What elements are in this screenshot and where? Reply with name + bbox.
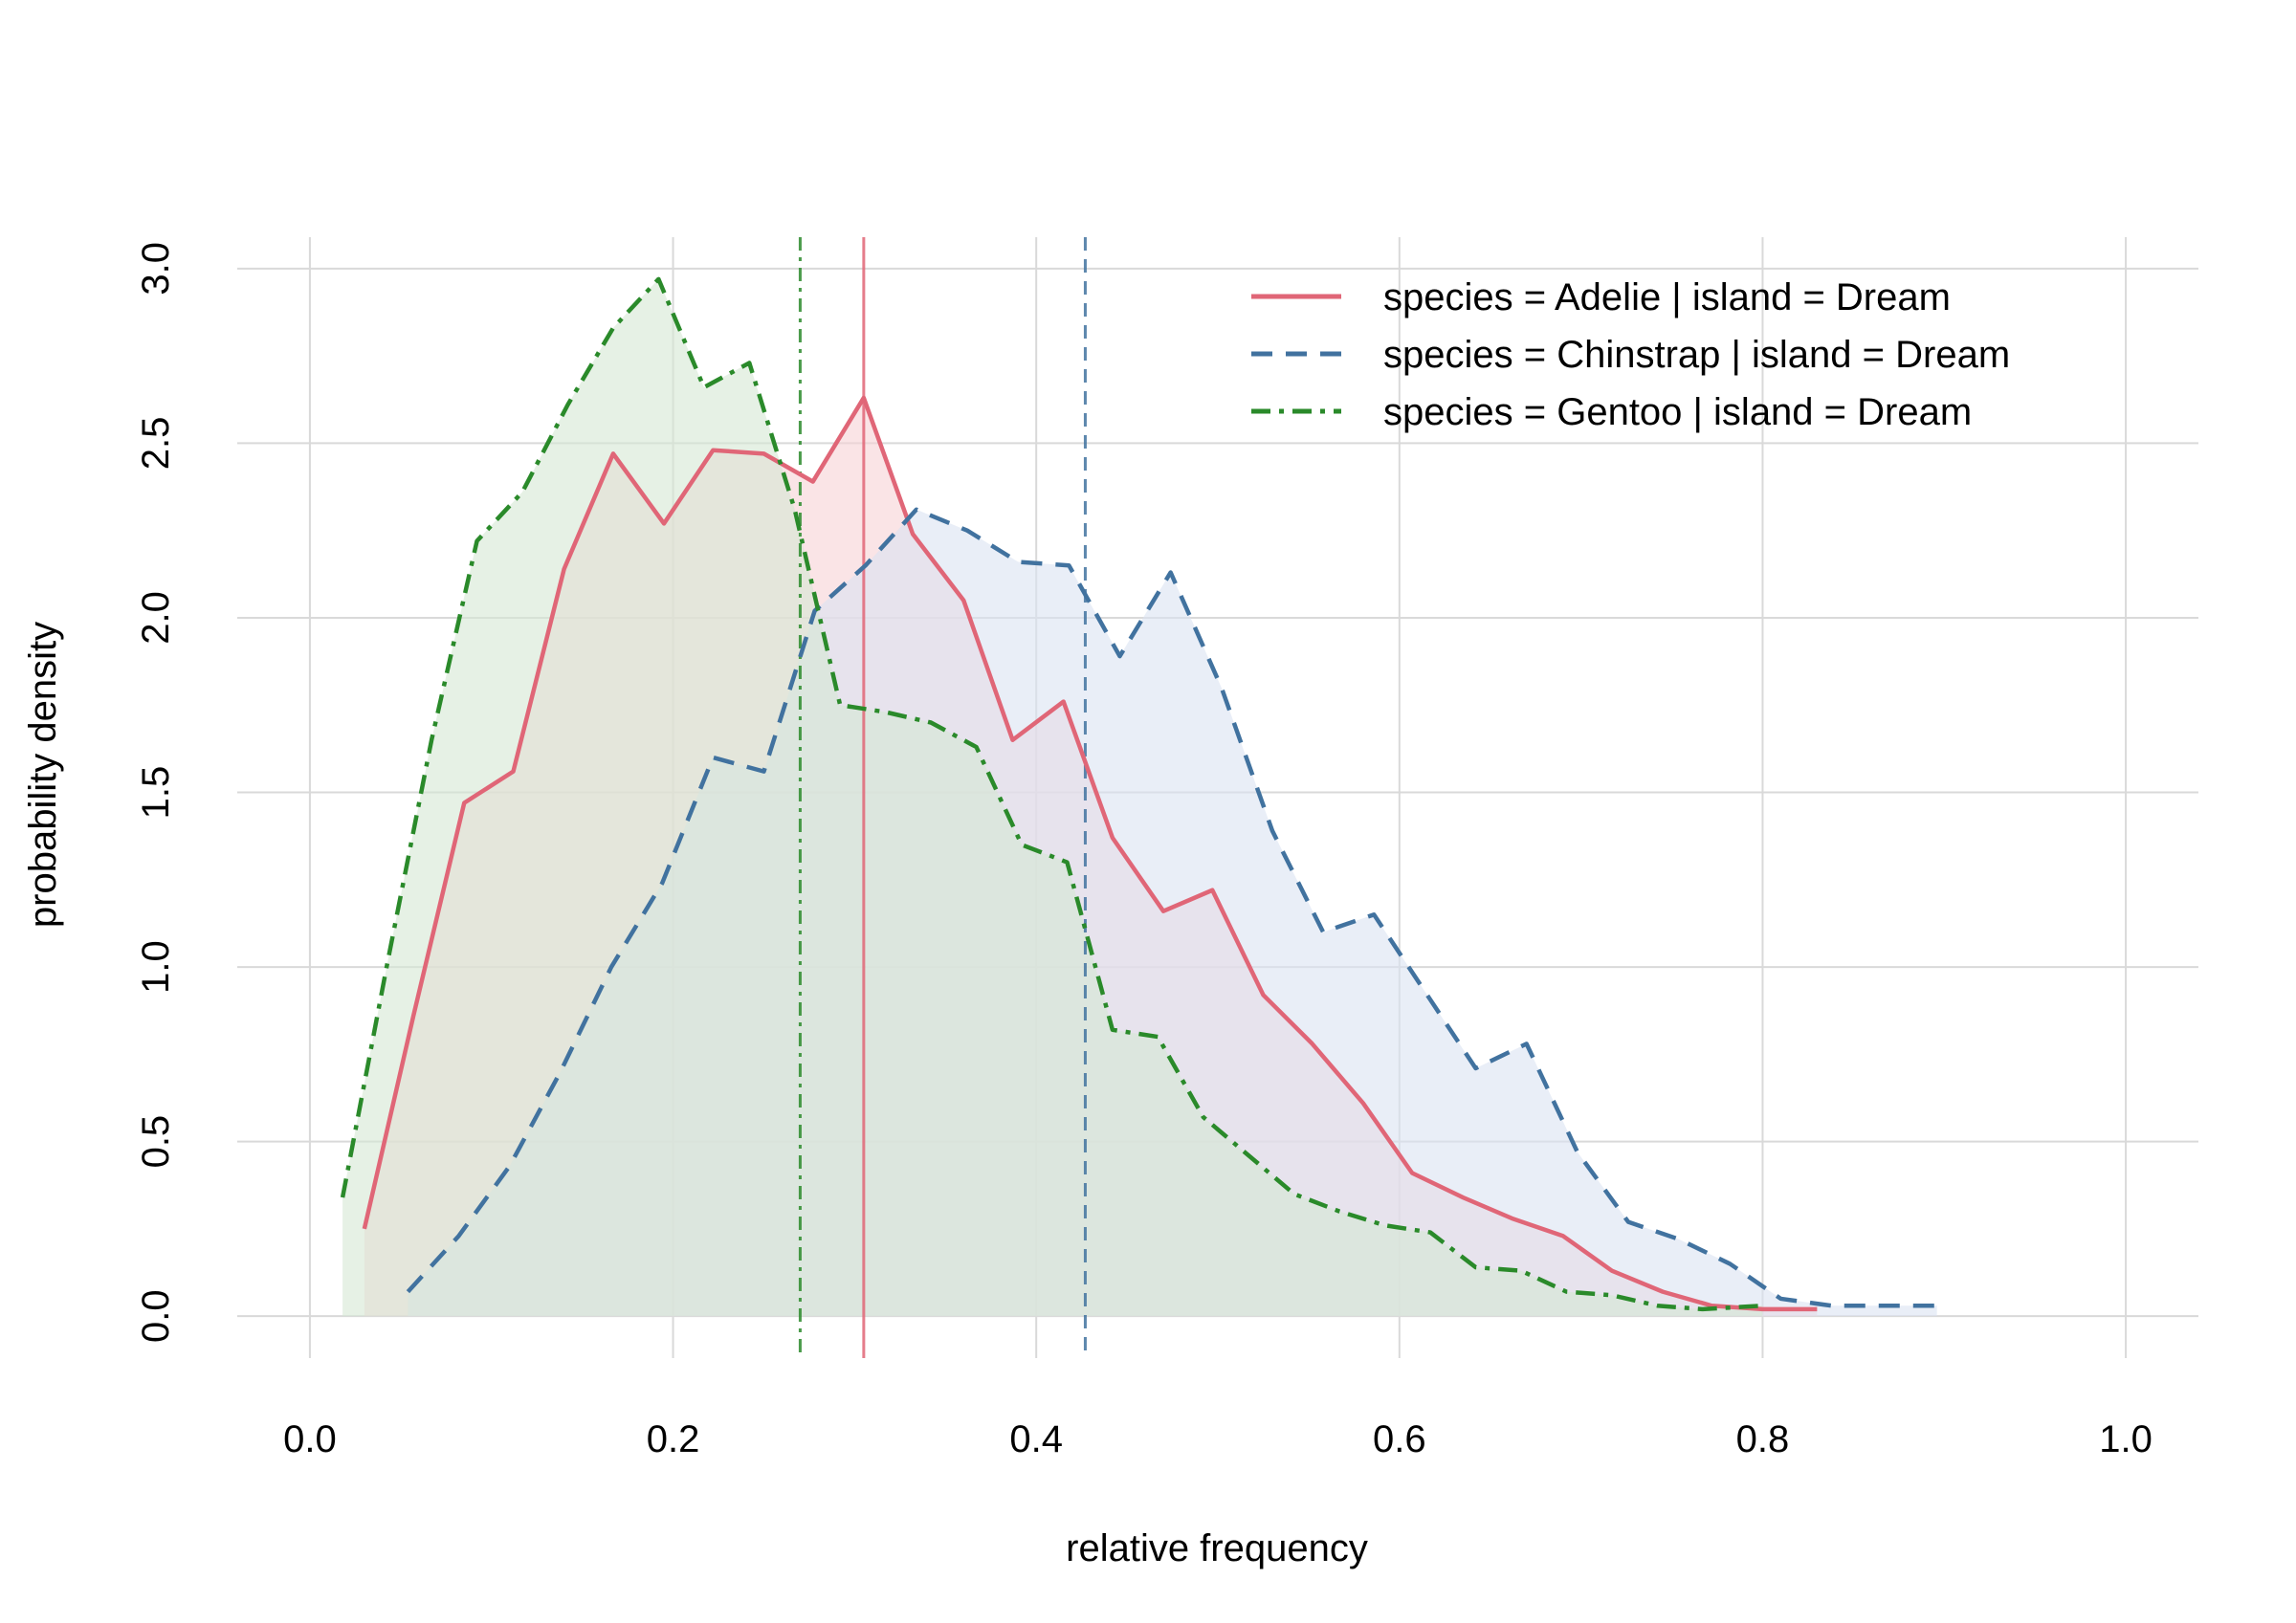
- y-tick-label: 1.5: [135, 766, 177, 820]
- tick-labels-layer: 0.0 0.2 0.4 0.6 0.8 1.0 0.0 0.5 1.0 1.5 2.0 2.5 3.0: [135, 242, 2152, 1460]
- y-tick-label: 0.0: [135, 1289, 177, 1343]
- gentoo-density-line: [340, 276, 1763, 1312]
- legend-label-adelie: species = Adelie | island = Dream: [1383, 276, 1951, 318]
- gentoo-density-area: [342, 278, 1763, 1317]
- x-tick-label: 1.0: [2099, 1418, 2152, 1460]
- adelie-density-line: [362, 395, 1818, 1312]
- x-tick-label: 0.6: [1373, 1418, 1426, 1460]
- y-tick-label: 3.0: [135, 242, 177, 296]
- mean-lines-layer: [798, 237, 1087, 1358]
- legend-item-adelie: species = Adelie | island = Dream: [1251, 276, 1951, 318]
- series-lines-layer: [340, 276, 1937, 1312]
- legend-item-chinstrap: species = Chinstrap | island = Dream: [1251, 334, 2010, 376]
- x-axis-title: relative frequency: [1066, 1527, 1368, 1569]
- y-tick-label: 2.5: [135, 417, 177, 471]
- x-tick-label: 0.8: [1736, 1418, 1790, 1460]
- legend-item-gentoo: species = Gentoo | island = Dream: [1251, 391, 1972, 433]
- x-tick-label: 0.2: [647, 1418, 700, 1460]
- y-tick-label: 1.0: [135, 940, 177, 994]
- chinstrap-density-line: [406, 507, 1937, 1308]
- y-axis-title: probability density: [22, 622, 64, 928]
- legend-label-gentoo: species = Gentoo | island = Dream: [1383, 391, 1972, 433]
- y-tick-label: 0.5: [135, 1115, 177, 1169]
- fill-layer: [342, 278, 1937, 1317]
- x-tick-label: 0.4: [1009, 1418, 1063, 1460]
- legend-label-chinstrap: species = Chinstrap | island = Dream: [1383, 334, 2010, 376]
- x-tick-label: 0.0: [283, 1418, 337, 1460]
- y-tick-label: 2.0: [135, 591, 177, 645]
- legend: species = Adelie | island = Dream species…: [1251, 276, 2010, 433]
